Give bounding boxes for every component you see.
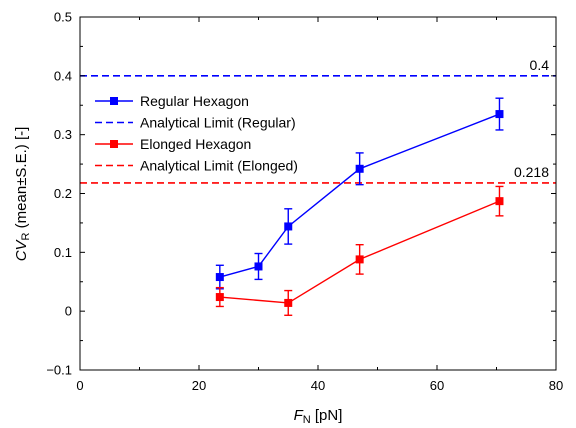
x-tick-label-4: 80 [549, 378, 563, 393]
y-tick-label-3: 0.2 [54, 186, 72, 201]
legend: Regular Hexagon Analytical Limit (Regular… [95, 93, 298, 174]
x-tick-label-1: 20 [192, 378, 206, 393]
y-tick-label-2: 0.1 [54, 245, 72, 260]
series-line-1 [219, 200, 500, 304]
reference-line-label-0: 0.4 [530, 57, 550, 73]
x-axis-title-rest: [pN] [311, 407, 343, 424]
data-point-0-4 [495, 110, 504, 119]
legend-swatch-marker-2 [110, 140, 118, 148]
data-point-0-0 [215, 273, 224, 282]
axis-layer: 0 20 40 60 80 −0.1 0 0.1 0.2 0.3 0.4 0.5 [46, 10, 563, 394]
x-tick-label-0: 0 [76, 378, 83, 393]
legend-label-1: Analytical Limit (Regular) [140, 115, 296, 131]
data-point-1-2 [355, 255, 364, 264]
y-tick-label-5: 0.4 [54, 68, 72, 83]
y-axis-title-main: CV [13, 238, 30, 261]
y-tick-label-1: 0 [65, 304, 72, 319]
legend-label-3: Analytical Limit (Elonged) [140, 158, 298, 174]
data-point-1-3 [495, 197, 504, 206]
data-point-1-0 [215, 293, 224, 302]
x-axis-title-subscript: N [303, 414, 311, 426]
legend-label-0: Regular Hexagon [140, 93, 249, 109]
data-point-1-1 [284, 298, 293, 307]
y-tick-label-4: 0.3 [54, 127, 72, 142]
y-axis-title-subscript: R [20, 232, 32, 240]
x-axis-title-main: F [294, 407, 304, 424]
y-tick-label-6: 0.5 [54, 10, 72, 25]
data-point-0-1 [254, 262, 263, 271]
x-axis-title: FN [pN] [294, 407, 343, 426]
y-tick-label-0: −0.1 [46, 363, 72, 378]
y-axis-title-rest: (mean±S.E.) [-] [13, 127, 30, 233]
data-point-0-3 [355, 164, 364, 173]
data-point-0-2 [284, 222, 293, 231]
x-tick-label-3: 60 [430, 378, 444, 393]
x-tick-label-2: 40 [311, 378, 325, 393]
reference-line-label-1: 0.218 [514, 164, 549, 180]
plot-frame [79, 16, 557, 371]
y-axis-title: CVR (mean±S.E.) [-] [13, 127, 32, 262]
legend-swatch-marker-0 [110, 97, 118, 105]
legend-label-2: Elonged Hexagon [140, 136, 251, 152]
plot-layer: 0.4 0.218 [80, 57, 556, 316]
